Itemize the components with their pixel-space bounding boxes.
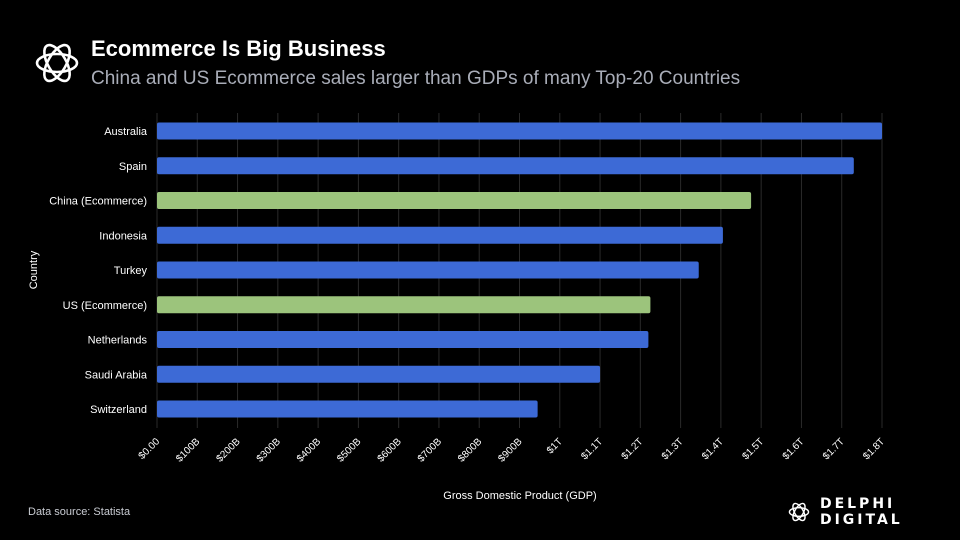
y-axis-title: Country (28, 250, 40, 289)
bar (157, 261, 699, 279)
y-tick-label: Saudi Arabia (85, 369, 148, 381)
x-tick-label: $300B (255, 436, 283, 464)
x-tick-label: $900B (496, 436, 524, 464)
bar (157, 400, 538, 418)
bar (157, 157, 854, 175)
chart-title: Ecommerce Is Big Business (91, 36, 386, 61)
y-tick-label: Switzerland (90, 404, 147, 416)
x-tick-label: $1.2T (620, 436, 646, 462)
x-tick-label: $0.00 (137, 436, 163, 462)
bar (157, 226, 723, 244)
chart-subtitle: China and US Ecommerce sales larger than… (91, 68, 741, 89)
x-tick-label: $1.6T (781, 436, 807, 462)
x-tick-label: $100B (174, 436, 202, 464)
x-tick-label: $1T (545, 436, 565, 456)
y-tick-label: Netherlands (88, 335, 148, 347)
bar (157, 122, 882, 140)
y-tick-label: Indonesia (99, 230, 148, 242)
bar (157, 365, 601, 383)
x-tick-label: $1.4T (700, 436, 726, 462)
bar (157, 331, 649, 348)
data-source: Data source: Statista (28, 506, 131, 518)
bar (157, 192, 752, 209)
x-tick-label: $1.1T (579, 436, 605, 462)
delphi-flower-icon (788, 502, 810, 522)
y-tick-label: Turkey (114, 265, 148, 277)
bar (157, 296, 651, 314)
x-tick-label: $1.5T (740, 436, 766, 462)
x-tick-label: $1.3T (660, 436, 686, 462)
x-tick-label: $500B (335, 436, 363, 464)
y-tick-label: US (Ecommerce) (63, 300, 147, 312)
y-tick-label: China (Ecommerce) (49, 196, 147, 208)
x-tick-label: $400B (295, 436, 323, 464)
x-tick-label: $1.7T (821, 436, 847, 462)
delphi-flower-icon (35, 43, 79, 83)
x-tick-label: $600B (376, 436, 404, 464)
brand-name: DELPHI DIGITAL (819, 496, 903, 528)
x-axis-title: Gross Domestic Product (GDP) (443, 490, 596, 502)
y-tick-label: Spain (119, 161, 147, 173)
brand-logo: DELPHI DIGITAL (788, 496, 960, 528)
x-tick-label: $1.8T (861, 436, 887, 462)
y-tick-label: Australia (104, 126, 148, 138)
x-tick-label: $700B (416, 436, 444, 464)
x-tick-label: $200B (214, 436, 242, 464)
x-tick-label: $800B (456, 436, 484, 464)
